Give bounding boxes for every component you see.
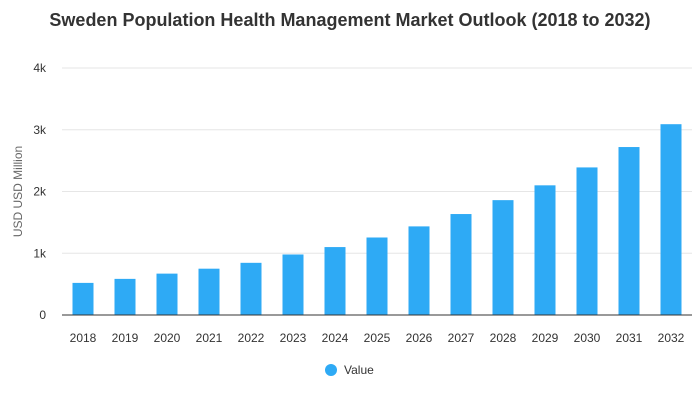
bar-2028[interactable] [492,200,514,315]
bar-2029[interactable] [534,185,556,315]
bar-2031[interactable] [618,147,640,315]
bar-2027[interactable] [450,214,472,315]
x-tick-label: 2019 [112,331,139,345]
y-axis-title: USD USD Million [11,146,25,237]
y-tick-label: 0 [39,308,46,322]
bar-2019[interactable] [114,278,136,315]
x-tick-label: 2025 [364,331,391,345]
x-tick-label: 2021 [196,331,223,345]
bar-2021[interactable] [198,268,220,315]
x-tick-label: 2023 [280,331,307,345]
y-tick-label: 2k [33,185,47,199]
x-tick-label: 2029 [532,331,559,345]
x-tick-label: 2030 [574,331,601,345]
bar-2022[interactable] [240,262,262,315]
bar-2020[interactable] [156,273,178,315]
y-axis-ticks: 0 1k 2k 3k 4k [33,61,47,322]
bar-2025[interactable] [366,237,388,315]
x-tick-label: 2020 [154,331,181,345]
x-tick-label: 2018 [70,331,97,345]
x-axis-ticks: 2018 2019 2020 2021 2022 2023 2024 2025 2026 2027… [70,331,685,345]
bar-2023[interactable] [282,254,304,315]
x-tick-label: 2024 [322,331,349,345]
bar-2032[interactable] [660,124,682,315]
y-tick-label: 4k [33,61,47,75]
bars [72,124,682,315]
bar-2024[interactable] [324,247,346,315]
chart-title: Sweden Population Health Management Mark… [49,10,651,30]
legend[interactable]: Value [325,363,374,377]
bar-2026[interactable] [408,226,430,315]
x-tick-label: 2031 [616,331,643,345]
y-tick-label: 3k [33,123,47,137]
legend-swatch-icon [325,364,337,376]
y-tick-label: 1k [33,246,47,260]
x-tick-label: 2032 [658,331,685,345]
x-tick-label: 2026 [406,331,433,345]
x-tick-label: 2022 [238,331,265,345]
x-tick-label: 2027 [448,331,475,345]
bar-2018[interactable] [72,282,94,315]
legend-label: Value [344,363,374,377]
bar-2030[interactable] [576,167,598,315]
x-tick-label: 2028 [490,331,517,345]
